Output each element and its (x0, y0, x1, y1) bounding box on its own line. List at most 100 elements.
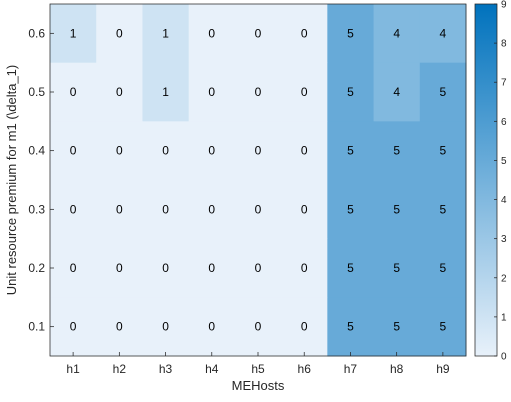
cell-value-label: 5 (440, 202, 447, 216)
x-tick-label: h1 (66, 362, 80, 376)
cell-value-label: 0 (116, 144, 123, 158)
y-tick-label: 0.2 (28, 261, 45, 275)
cell-value-label: 0 (255, 261, 262, 275)
heatmap-cell-0.4-h8 (373, 121, 421, 181)
cell-value-label: 1 (70, 26, 77, 40)
colorbar-tick-label: 9 (501, 0, 507, 11)
heatmap-cell-0.4-h9 (419, 121, 467, 181)
cell-value-label: 0 (208, 26, 215, 40)
colorbar-tick-label: 4 (501, 195, 507, 206)
cell-value-label: 0 (208, 202, 215, 216)
heatmap-cell-0.2-h2 (96, 238, 143, 298)
colorbar-tick-label: 1 (501, 312, 507, 323)
cell-value-label: 1 (162, 26, 169, 40)
y-tick-label: 0.3 (28, 202, 45, 216)
y-tick-label: 0.1 (28, 320, 45, 334)
colorbar (474, 3, 498, 357)
heatmap-cell-0.6-h4 (188, 4, 236, 64)
cell-value-label: 0 (162, 320, 169, 334)
cell-value-label: 4 (440, 26, 447, 40)
cell-value-label: 0 (208, 85, 215, 99)
cell-value-label: 0 (301, 144, 308, 158)
cell-value-label: 0 (255, 320, 262, 334)
heatmap-cell-0.6-h6 (281, 4, 328, 64)
cell-value-label: 0 (70, 202, 77, 216)
y-tick-label: 0.4 (28, 144, 45, 158)
heatmap-cell-0.4-h2 (96, 121, 143, 181)
cell-value-label: 0 (301, 202, 308, 216)
cell-value-label: 5 (347, 261, 354, 275)
colorbar-tick-label: 0 (501, 352, 507, 363)
cell-value-label: 0 (116, 85, 123, 99)
cell-value-label: 0 (208, 144, 215, 158)
cell-value-label: 0 (70, 144, 77, 158)
cell-value-label: 0 (301, 85, 308, 99)
heatmap-cell-0.6-h1 (50, 4, 97, 64)
x-tick-label: h3 (159, 362, 173, 376)
heatmap-cell-0.6-h2 (96, 4, 143, 64)
cell-value-label: 5 (440, 261, 447, 275)
heatmap-cell-0.4-h3 (142, 121, 190, 181)
cell-value-label: 5 (393, 202, 400, 216)
cell-value-label: 0 (255, 144, 262, 158)
heatmap-cell-0.6-h3 (142, 4, 190, 64)
heatmap-cell-0.5-h7 (327, 62, 375, 122)
cell-value-label: 0 (208, 261, 215, 275)
cell-value-label: 0 (162, 144, 169, 158)
cell-value-label: 0 (116, 261, 123, 275)
cell-value-label: 0 (162, 202, 169, 216)
cell-value-label: 5 (440, 85, 447, 99)
heatmap-cell-0.3-h4 (188, 180, 236, 240)
cell-value-label: 0 (301, 261, 308, 275)
cell-value-label: 5 (440, 320, 447, 334)
y-tick-label: 0.6 (28, 26, 45, 40)
heatmap-cell-0.5-h5 (234, 62, 282, 122)
heatmap-cell-0.6-h8 (373, 4, 421, 64)
heatmap-cell-0.4-h4 (188, 121, 236, 181)
heatmap-cell-0.4-h7 (327, 121, 375, 181)
y-tick-label: 0.5 (28, 85, 45, 99)
heatmap-cell-0.2-h3 (142, 238, 190, 298)
heatmap-cell-0.4-h5 (234, 121, 282, 181)
colorbar-tick-label: 3 (501, 234, 507, 245)
cell-value-label: 0 (301, 320, 308, 334)
cell-value-label: 0 (255, 26, 262, 40)
heatmap-cell-0.1-h6 (281, 297, 328, 357)
colorbar-tick-label: 2 (501, 273, 507, 284)
heatmap-cell-0.3-h7 (327, 180, 375, 240)
heatmap-cell-0.3-h5 (234, 180, 282, 240)
cell-value-label: 5 (440, 144, 447, 158)
cell-value-label: 5 (393, 144, 400, 158)
heatmap-cell-0.1-h3 (142, 297, 190, 357)
cell-value-label: 0 (255, 85, 262, 99)
heatmap-cell-0.6-h9 (419, 4, 467, 64)
cell-value-label: 1 (162, 85, 169, 99)
heatmap-cell-0.3-h1 (50, 180, 97, 240)
cell-value-label: 0 (116, 202, 123, 216)
heatmap-cell-0.3-h9 (419, 180, 467, 240)
cell-value-label: 5 (393, 261, 400, 275)
heatmap-cell-0.5-h3 (142, 62, 190, 122)
heatmap-cell-0.6-h7 (327, 4, 375, 64)
cell-value-label: 5 (347, 202, 354, 216)
heatmap-cell-labels: 1 0 1 0 0 0 5 4 4 0 0 1 0 0 0 5 4 5 0 0 0 0 0 0 5 5 5 0 0 0 0 0 0 5 5 5 0 0 0 0… (70, 26, 447, 333)
x-tick-label: h6 (298, 362, 312, 376)
cell-value-label: 4 (393, 85, 400, 99)
cell-value-label: 0 (301, 26, 308, 40)
cell-value-label: 5 (347, 320, 354, 334)
cell-value-label: 5 (347, 85, 354, 99)
colorbar-tick-label: 6 (501, 117, 507, 128)
heatmap-cell-0.5-h6 (281, 62, 328, 122)
colorbar-ticks: 0 1 2 3 4 5 6 7 8 9 (494, 0, 507, 363)
heatmap-cell-0.3-h3 (142, 180, 190, 240)
x-tick-label: h4 (205, 362, 219, 376)
heatmap-cell-0.4-h6 (281, 121, 328, 181)
heatmap-cell-0.1-h1 (50, 297, 97, 357)
cell-value-label: 0 (162, 261, 169, 275)
cell-value-label: 0 (70, 85, 77, 99)
colorbar-tick-label: 5 (501, 156, 507, 167)
heatmap-cell-0.1-h9 (419, 297, 467, 357)
cell-value-label: 0 (70, 261, 77, 275)
heatmap-cell-0.2-h7 (327, 238, 375, 298)
x-tick-label: h2 (113, 362, 127, 376)
